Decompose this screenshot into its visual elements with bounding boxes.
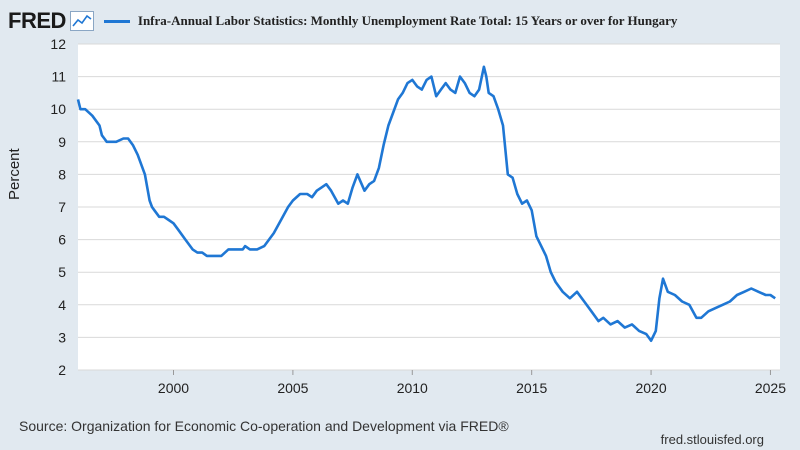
chart-line-icon — [69, 11, 94, 31]
x-tick-label: 2005 — [277, 380, 308, 396]
x-tick-label: 2000 — [158, 380, 189, 396]
y-tick-label: 4 — [58, 297, 66, 313]
y-tick-label: 8 — [58, 166, 66, 182]
source-note: Source: Organization for Economic Co-ope… — [19, 418, 509, 434]
y-tick-label: 10 — [50, 101, 66, 117]
site-link[interactable]: fred.stlouisfed.org — [660, 432, 764, 447]
series-legend[interactable]: Infra-Annual Labor Statistics: Monthly U… — [137, 13, 678, 28]
chart-header: FRED Infra-Annual Labor Statistics: Mont… — [8, 6, 792, 36]
y-tick-label: 7 — [58, 199, 66, 215]
x-tick-label: 2025 — [755, 380, 786, 396]
x-tick-label: 2010 — [397, 380, 428, 396]
y-tick-label: 3 — [58, 329, 66, 345]
y-tick-label: 12 — [50, 36, 66, 52]
grid-lines — [78, 43, 780, 371]
x-tick-label: 2020 — [635, 380, 666, 396]
series-line[interactable] — [76, 65, 776, 343]
y-tick-label: 5 — [58, 264, 66, 280]
y-tick-label: 6 — [58, 232, 66, 248]
y-tick-label: 9 — [58, 134, 66, 150]
legend-swatch — [103, 19, 130, 23]
y-tick-labels: 2 3 4 5 6 7 8 9 10 11 12 — [50, 36, 66, 378]
y-tick-label: 2 — [58, 362, 66, 378]
x-tick-labels: 2000 2005 2010 2015 2020 2025 — [158, 370, 786, 396]
x-tick-label: 2015 — [516, 380, 547, 396]
y-tick-label: 11 — [51, 69, 66, 85]
fred-logo[interactable]: FRED — [8, 8, 66, 33]
